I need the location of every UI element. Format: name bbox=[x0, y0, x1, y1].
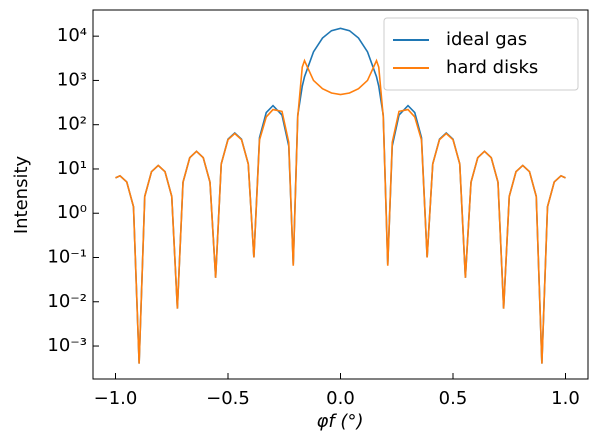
y-tick-label: 10⁴ bbox=[57, 25, 87, 46]
x-axis-label: φf (°) bbox=[317, 411, 364, 432]
x-tick-label: −0.5 bbox=[206, 388, 250, 409]
y-axis-label: Intensity bbox=[11, 155, 32, 234]
y-tick-label: 10⁻² bbox=[47, 291, 87, 312]
x-tick-label: 0.0 bbox=[326, 388, 355, 409]
y-tick-label: 10⁻¹ bbox=[47, 246, 87, 267]
y-tick-label: 10⁻³ bbox=[47, 335, 87, 356]
legend-label: hard disks bbox=[446, 57, 538, 78]
y-tick-label: 10¹ bbox=[57, 158, 87, 179]
y-tick-label: 10⁰ bbox=[57, 202, 87, 223]
x-tick-label: 1.0 bbox=[551, 388, 580, 409]
legend-label: ideal gas bbox=[446, 29, 527, 50]
x-tick-label: −1.0 bbox=[94, 388, 138, 409]
y-tick-label: 10³ bbox=[57, 69, 87, 90]
plot-lines bbox=[115, 27, 566, 364]
legend-box bbox=[383, 17, 579, 91]
series-line bbox=[115, 58, 566, 364]
y-tick-label: 10² bbox=[57, 114, 87, 135]
x-tick-label: 0.5 bbox=[439, 388, 468, 409]
